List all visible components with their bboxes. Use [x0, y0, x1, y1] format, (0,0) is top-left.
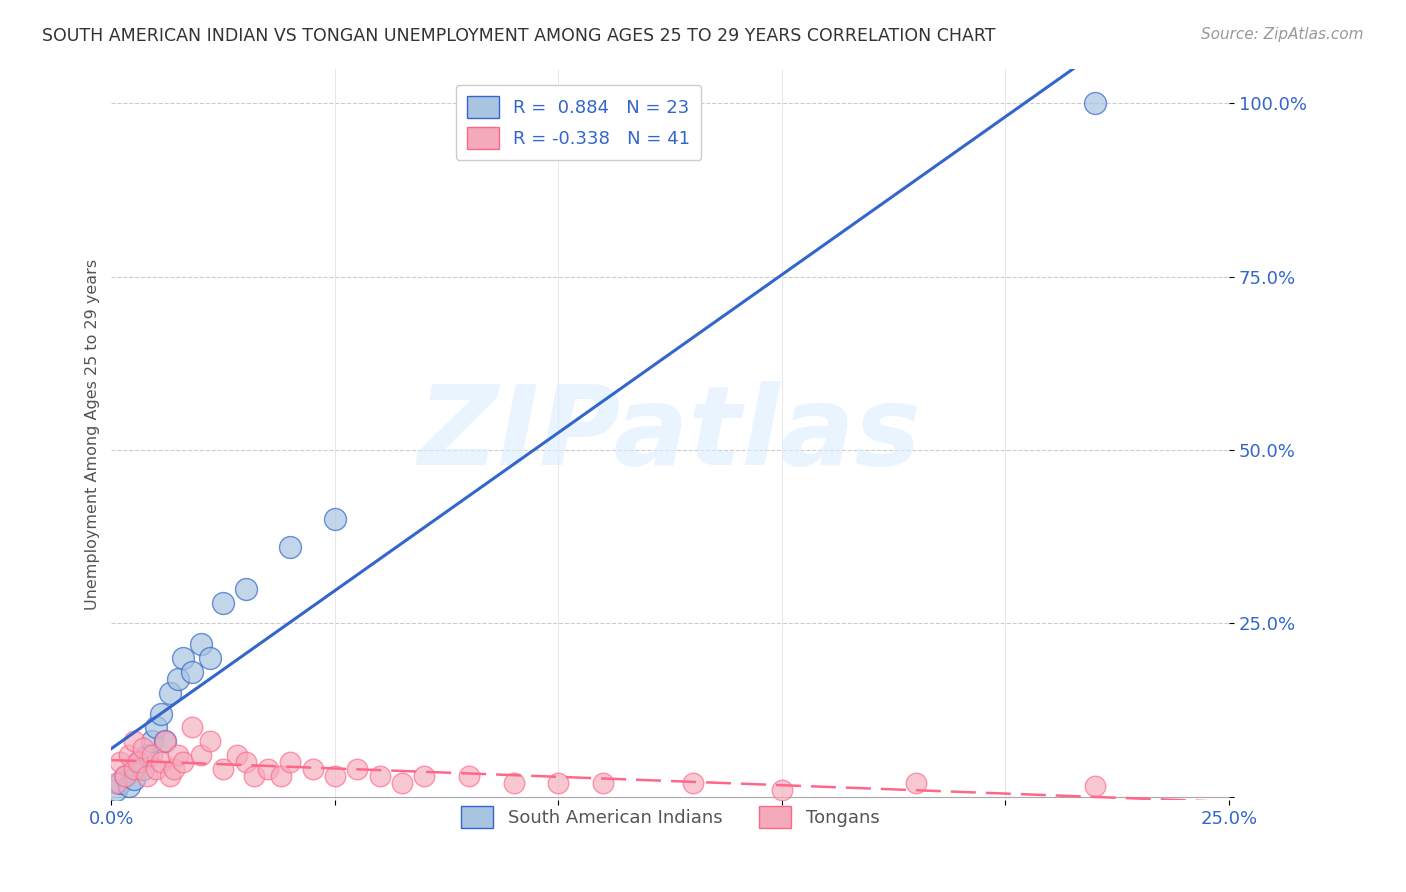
Point [180, 720, 202, 734]
Point [770, 782, 793, 797]
Point [114, 769, 136, 783]
Point [323, 512, 346, 526]
Point [225, 748, 247, 763]
Point [198, 651, 221, 665]
Point [122, 734, 145, 748]
Point [278, 755, 301, 769]
Text: ZIPatlas: ZIPatlas [419, 381, 922, 488]
Point [149, 755, 172, 769]
Point [368, 769, 391, 783]
Point [122, 762, 145, 776]
Point [172, 651, 194, 665]
Point [153, 734, 176, 748]
Point [110, 776, 132, 790]
Legend: South American Indians, Tongans: South American Indians, Tongans [454, 798, 887, 835]
Point [141, 748, 163, 763]
Point [198, 734, 221, 748]
Point [131, 762, 153, 776]
Point [127, 755, 149, 769]
Point [110, 755, 132, 769]
Point [502, 776, 524, 790]
Point [180, 665, 202, 679]
Point [458, 769, 481, 783]
Point [141, 734, 163, 748]
Point [682, 776, 704, 790]
Point [172, 755, 194, 769]
Point [122, 772, 145, 787]
Text: Source: ZipAtlas.com: Source: ZipAtlas.com [1201, 27, 1364, 42]
Point [212, 596, 235, 610]
Point [159, 686, 181, 700]
Point [1084, 780, 1107, 794]
Point [235, 755, 257, 769]
Point [346, 762, 368, 776]
Point [145, 762, 167, 776]
Point [212, 762, 235, 776]
Point [118, 748, 141, 763]
Point [167, 672, 190, 686]
Point [323, 769, 346, 783]
Y-axis label: Unemployment Among Ages 25 to 29 years: Unemployment Among Ages 25 to 29 years [86, 259, 100, 610]
Point [270, 769, 292, 783]
Point [114, 769, 136, 783]
Point [391, 776, 413, 790]
Point [235, 582, 257, 596]
Point [905, 776, 928, 790]
Point [136, 769, 159, 783]
Point [190, 748, 212, 763]
Point [547, 776, 569, 790]
Point [136, 748, 159, 763]
Point [131, 741, 153, 756]
Point [413, 769, 436, 783]
Point [301, 762, 323, 776]
Point [1084, 96, 1107, 111]
Point [592, 776, 614, 790]
Point [163, 762, 186, 776]
Text: SOUTH AMERICAN INDIAN VS TONGAN UNEMPLOYMENT AMONG AGES 25 TO 29 YEARS CORRELATI: SOUTH AMERICAN INDIAN VS TONGAN UNEMPLOY… [42, 27, 995, 45]
Point [159, 769, 181, 783]
Point [118, 780, 141, 794]
Point [104, 782, 127, 797]
Point [149, 706, 172, 721]
Point [167, 748, 190, 763]
Point [145, 720, 167, 734]
Point [190, 637, 212, 651]
Point [153, 734, 176, 748]
Point [257, 762, 280, 776]
Point [278, 540, 301, 554]
Point [104, 776, 127, 790]
Point [127, 755, 149, 769]
Point [243, 769, 266, 783]
